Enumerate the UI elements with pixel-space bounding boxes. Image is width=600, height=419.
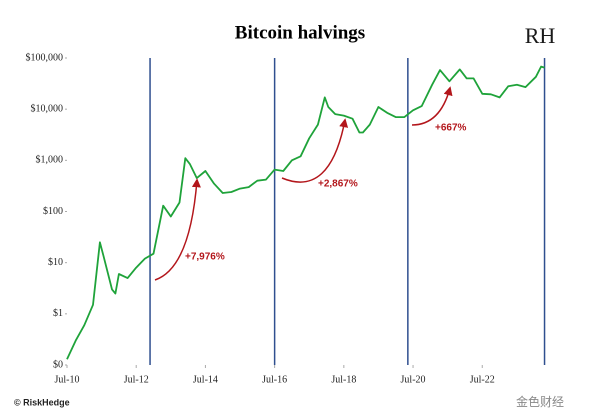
y-tick-label: $100,000 bbox=[26, 52, 64, 63]
x-tick-label: Jul-12 bbox=[124, 374, 149, 385]
y-tick-label: $10 bbox=[48, 257, 63, 268]
x-tick-label: Jul-14 bbox=[193, 374, 218, 385]
x-tick-label: Jul-18 bbox=[331, 374, 356, 385]
x-tick-label: Jul-22 bbox=[470, 374, 495, 385]
y-tick-label: $100 bbox=[43, 206, 63, 217]
y-tick-label: $10,000 bbox=[31, 103, 64, 114]
watermark: 金色财经 bbox=[516, 394, 564, 409]
annotation-arrow bbox=[411, 86, 453, 126]
price-line bbox=[66, 65, 545, 360]
y-tick-label: $0 bbox=[53, 359, 63, 370]
x-tick-label: Jul-10 bbox=[55, 374, 80, 385]
annotation: +7,976% bbox=[185, 252, 225, 263]
chart-title: Bitcoin halvings bbox=[235, 22, 365, 43]
logo: RH bbox=[525, 23, 556, 48]
source: © RiskHedge bbox=[14, 397, 70, 407]
x-tick-label: Jul-20 bbox=[401, 374, 426, 385]
annotation: +667% bbox=[435, 123, 467, 134]
annotation-arrow bbox=[154, 178, 201, 281]
annotation-arrow bbox=[281, 118, 349, 183]
y-tick-label: $1 bbox=[53, 308, 63, 319]
x-tick-label: Jul-16 bbox=[262, 374, 287, 385]
y-tick-label: $1,000 bbox=[36, 155, 64, 166]
annotation: +2,867% bbox=[318, 179, 358, 190]
